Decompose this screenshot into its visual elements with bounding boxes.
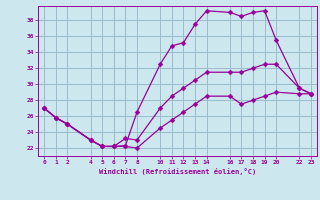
X-axis label: Windchill (Refroidissement éolien,°C): Windchill (Refroidissement éolien,°C) bbox=[99, 168, 256, 175]
